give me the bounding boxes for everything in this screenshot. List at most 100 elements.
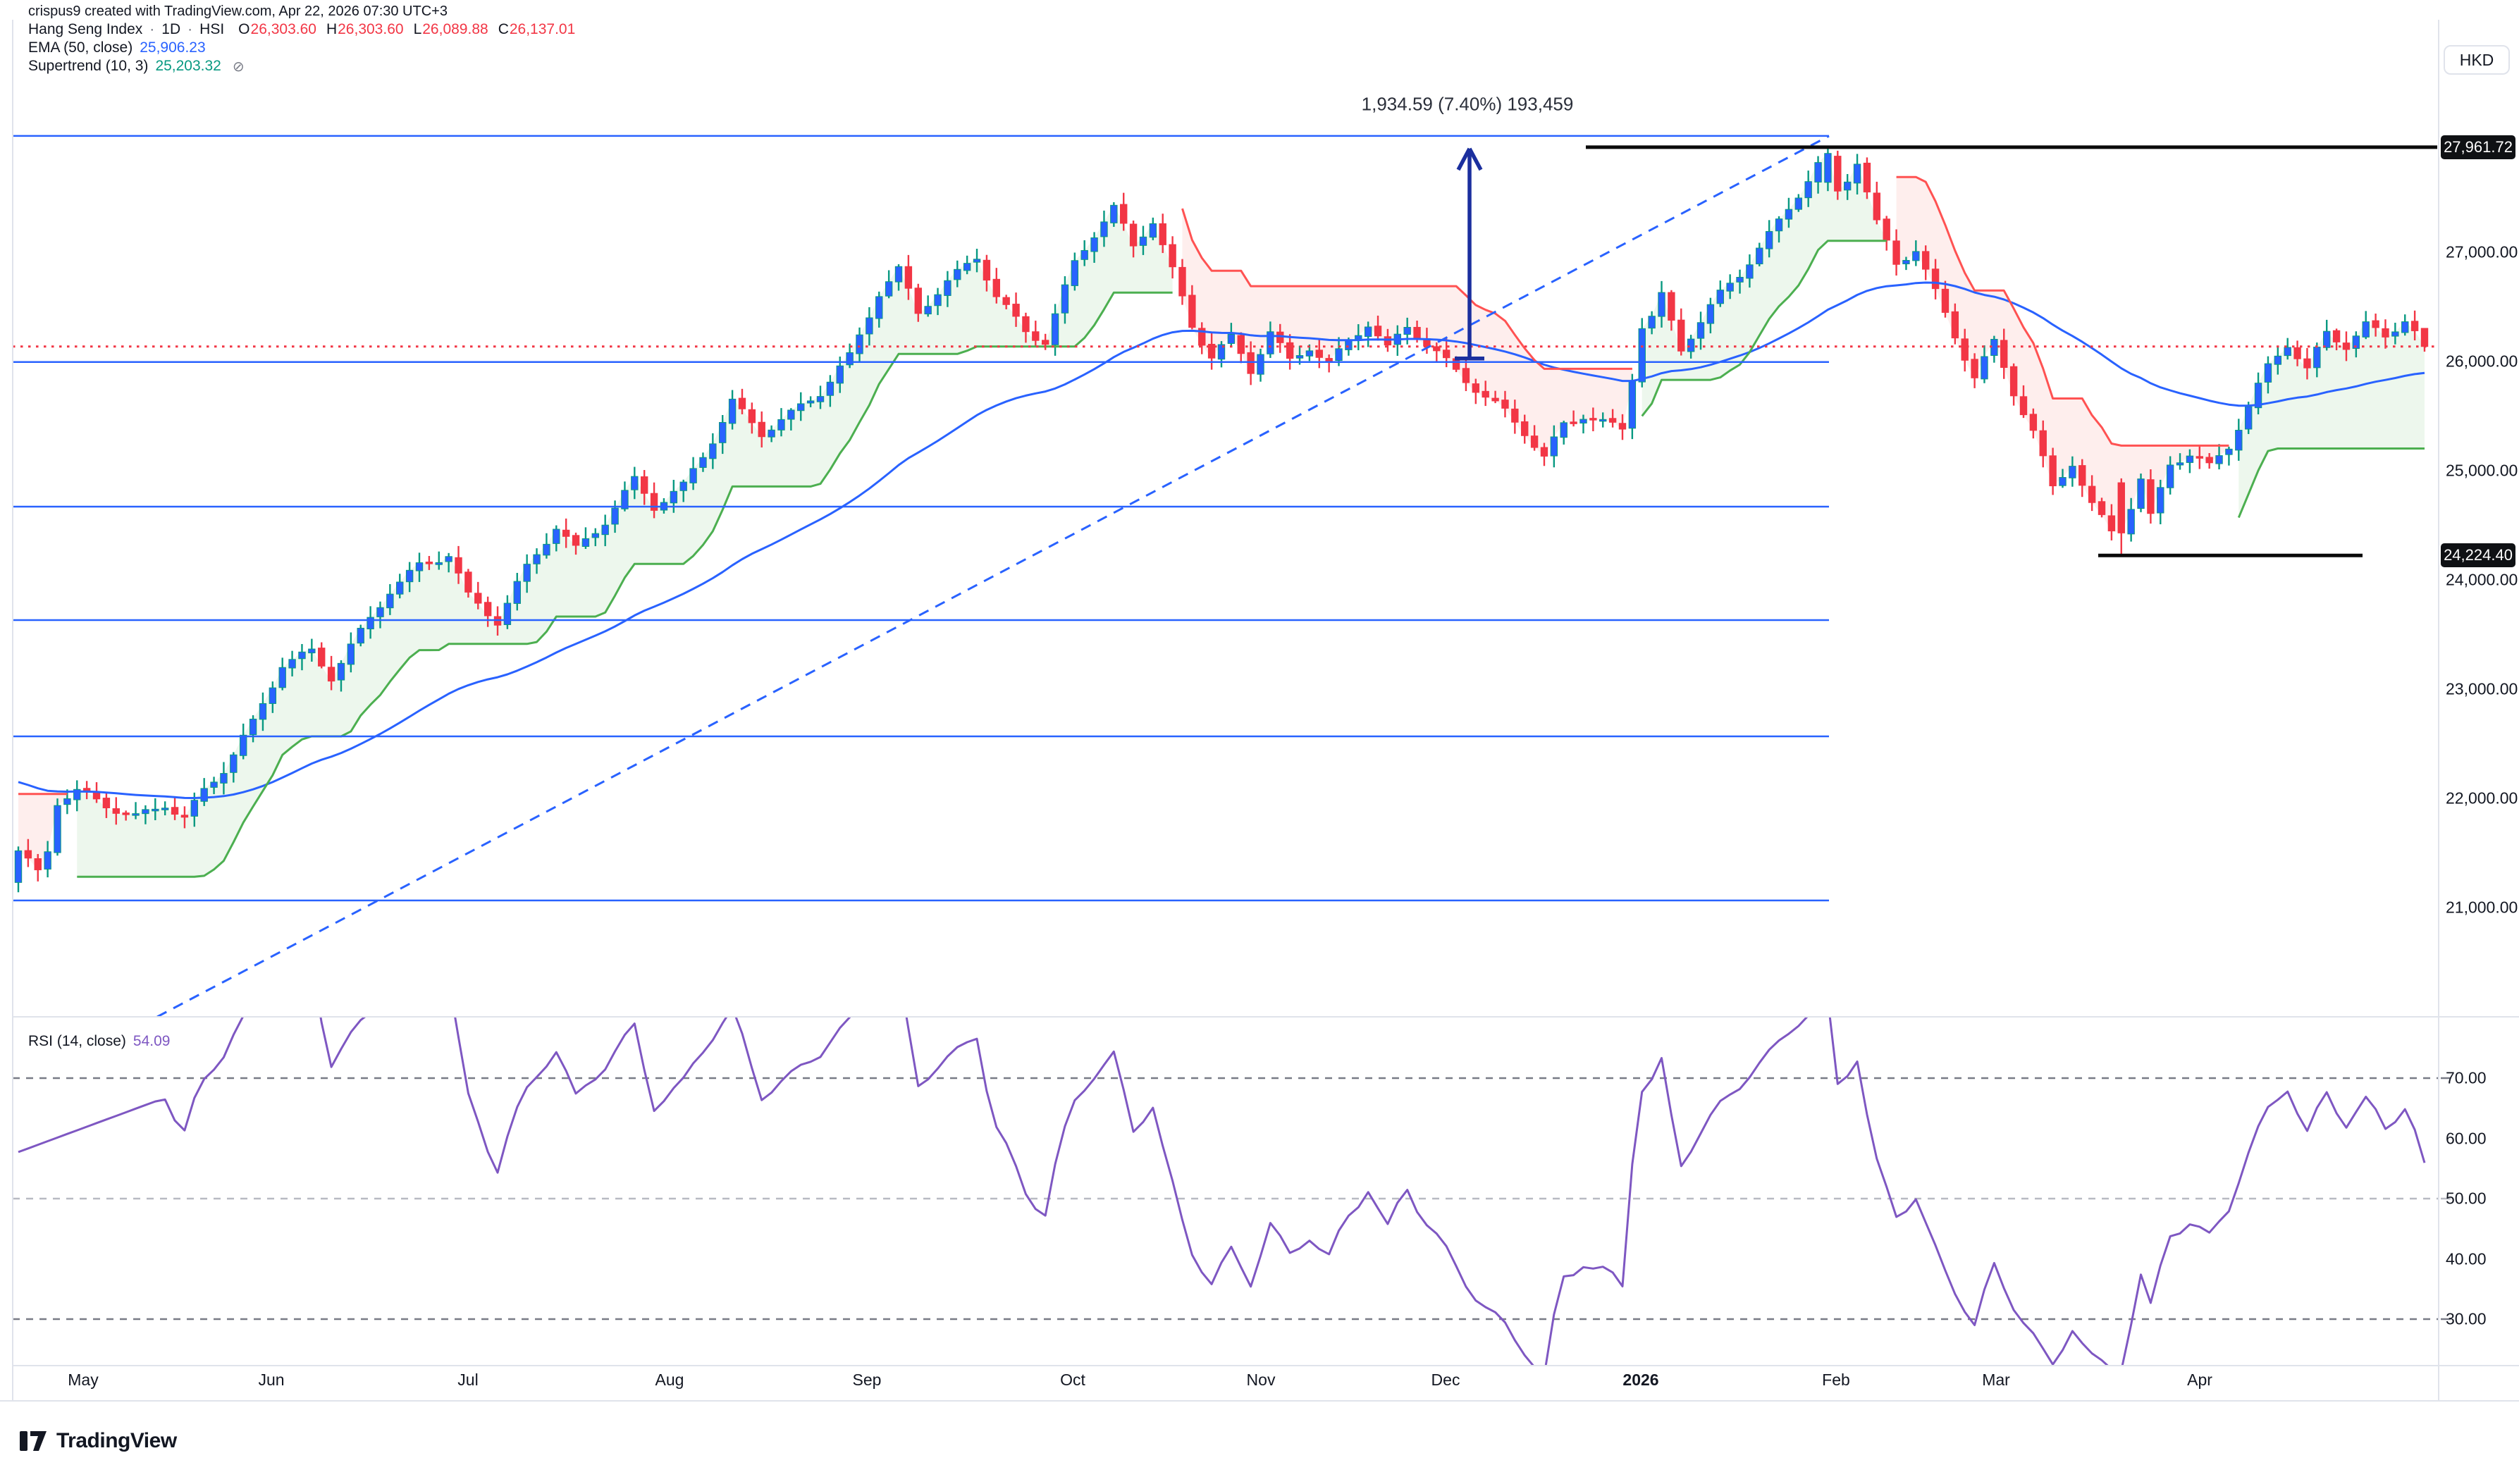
candle-down: [2303, 358, 2311, 369]
candle-down: [1041, 340, 1049, 345]
legend-ema-row[interactable]: EMA (50, close) 25,906.23: [28, 39, 575, 57]
candle-up: [1550, 436, 1558, 457]
time-axis-label: Apr: [2187, 1371, 2212, 1389]
candle-down: [1873, 192, 1881, 221]
candle-up: [1080, 249, 1088, 260]
candle-down: [425, 562, 433, 564]
candle-up: [728, 398, 737, 424]
candle-down: [1941, 288, 1950, 313]
rsi-pane[interactable]: [13, 964, 2439, 1375]
candle-up: [924, 306, 932, 315]
candle-down: [1002, 297, 1010, 305]
price-axis-label: 27,000.00: [2446, 242, 2518, 261]
candle-down: [2098, 501, 2106, 515]
candle-up: [875, 296, 883, 319]
time-axis[interactable]: [13, 1366, 2439, 1401]
candle-up: [44, 851, 51, 870]
rsi-axis-label: 40.00: [2446, 1249, 2487, 1268]
price-axis-label: 25,000.00: [2446, 461, 2518, 480]
candle-up: [963, 263, 971, 271]
candle-down: [1677, 319, 1685, 352]
candle-down: [1883, 218, 1890, 241]
candle-down: [2205, 457, 2213, 464]
candle-up: [1756, 247, 1763, 265]
candle-down: [1169, 244, 1176, 268]
supertrend-up-fill: [1642, 153, 1887, 416]
candle-down: [1530, 435, 1539, 448]
candle-up: [415, 562, 424, 571]
rsi-axis-label: 50.00: [2446, 1189, 2487, 1208]
price-axis-label: 24,000.00: [2446, 570, 2518, 589]
price-axis[interactable]: [2439, 20, 2519, 1017]
candle-up: [1765, 230, 1773, 249]
candle-down: [327, 667, 335, 682]
candle-down: [2049, 455, 2057, 487]
rsi-line[interactable]: [18, 964, 2426, 1375]
candle-down: [1540, 447, 1548, 457]
candle-up: [816, 396, 825, 402]
supertrend-line-up[interactable]: [2237, 447, 2425, 519]
candle-up: [249, 718, 257, 736]
candle-up: [230, 754, 238, 773]
candle-up: [866, 317, 873, 335]
candle-up: [1746, 264, 1754, 279]
candle-up: [1648, 316, 1656, 329]
price-range-arrow[interactable]: [1455, 147, 1484, 361]
candle-up: [152, 808, 159, 812]
candle-up: [1305, 350, 1314, 357]
high-key: H: [326, 20, 338, 37]
candle-up: [1912, 251, 1920, 261]
candle-down: [562, 529, 570, 537]
candle-up: [445, 556, 452, 562]
supertrend-muted-icon[interactable]: ⊘: [232, 58, 245, 75]
candle-down: [180, 815, 189, 818]
candle-up: [1149, 223, 1157, 238]
candle-down: [1472, 383, 1480, 393]
candle-up: [826, 381, 834, 396]
supertrend-line-down[interactable]: [1181, 208, 1632, 370]
rsi-axis-label: 60.00: [2446, 1129, 2487, 1148]
candle-up: [1335, 348, 1343, 361]
candle-up: [797, 403, 805, 412]
tradingview-logo[interactable]: TradingView: [20, 1429, 177, 1453]
candle-down: [2019, 396, 2028, 416]
candle-down: [122, 812, 130, 815]
candle-up: [1687, 338, 1695, 352]
candle-up: [288, 659, 296, 669]
symbol-timeframe[interactable]: 1D: [161, 20, 181, 37]
candle-down: [1120, 204, 1128, 224]
price-pane[interactable]: [13, 135, 2439, 1017]
close-value: 26,137.01: [509, 20, 576, 37]
price-range-annotation[interactable]: 1,934.59 (7.40%) 193,459: [1361, 93, 1574, 115]
supertrend-line-down[interactable]: [1896, 175, 2229, 447]
candle-down: [914, 287, 922, 314]
currency-toggle-button[interactable]: HKD: [2444, 45, 2510, 75]
ema-line[interactable]: [18, 281, 2425, 799]
rsi-legend[interactable]: RSI (14, close) 54.09: [28, 1033, 170, 1050]
time-axis-label: Nov: [1246, 1371, 1276, 1389]
candle-down: [2009, 366, 2018, 397]
candle-down: [1315, 350, 1323, 358]
candle-down: [992, 278, 1000, 297]
candle-up: [200, 788, 208, 802]
candle-up: [1706, 304, 1715, 324]
candle-down: [1413, 326, 1421, 340]
candle-up: [376, 607, 384, 617]
supertrend-line-up[interactable]: [1641, 240, 1887, 417]
dashed-trendline[interactable]: [156, 135, 1830, 1017]
candle-up: [308, 648, 316, 654]
candle-down: [1198, 328, 1206, 346]
candle-up: [2059, 477, 2067, 486]
candle-down: [1237, 335, 1245, 354]
candle-up: [719, 421, 727, 443]
candle-down: [1247, 352, 1255, 374]
supertrend-value: 25,203.32: [155, 58, 221, 74]
candle-up: [503, 602, 512, 625]
candle-down: [484, 602, 492, 617]
candle-down: [1188, 295, 1196, 328]
candle-up: [386, 593, 394, 609]
legend-supertrend-row[interactable]: Supertrend (10, 3) 25,203.32 ⊘: [28, 57, 575, 75]
candle-down: [1608, 418, 1617, 423]
